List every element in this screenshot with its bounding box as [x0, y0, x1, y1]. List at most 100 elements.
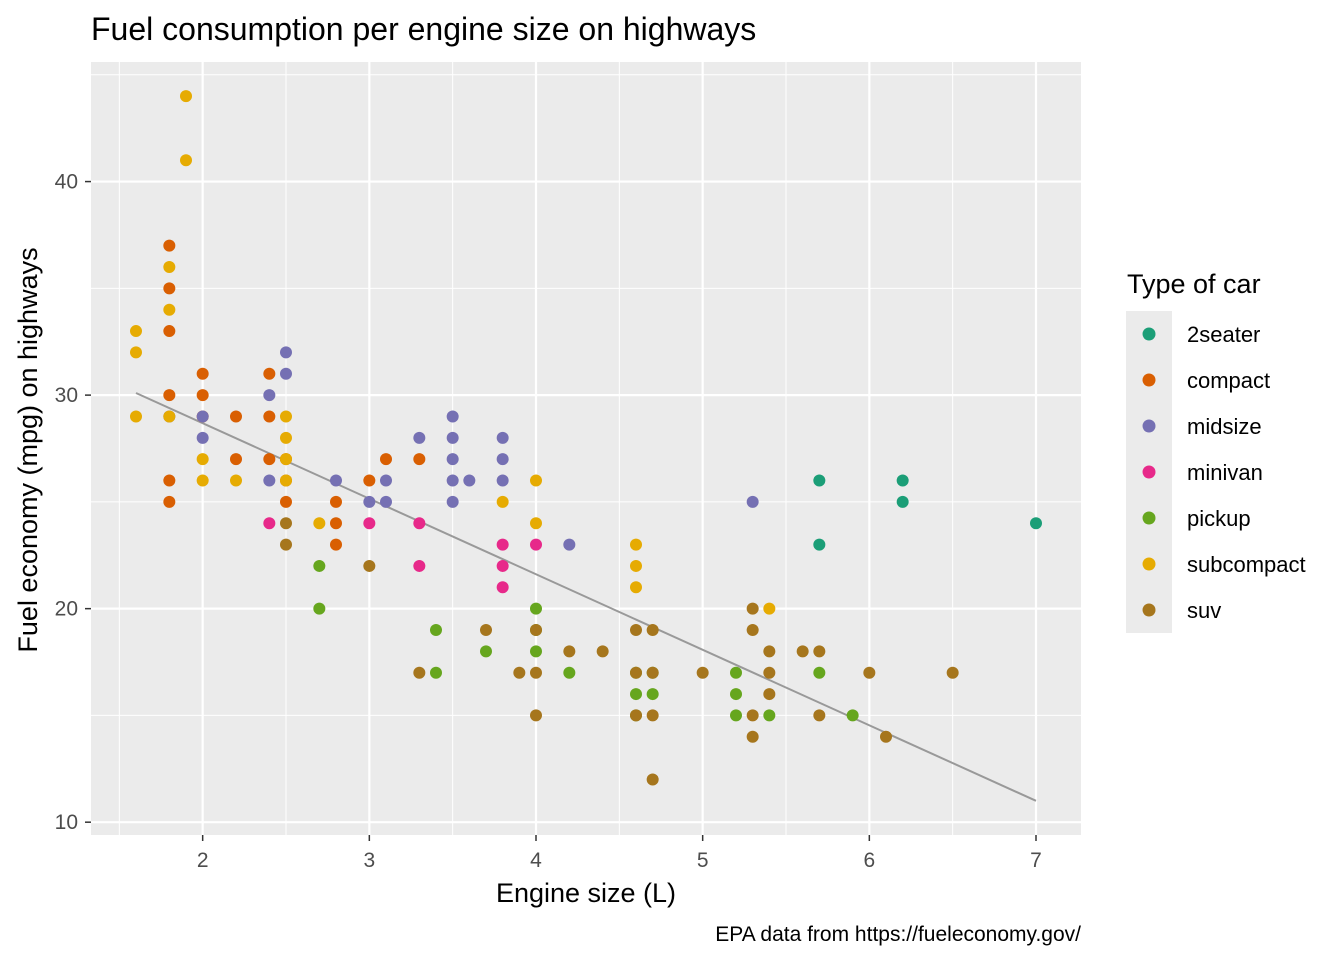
point-midsize [496, 453, 509, 466]
point-suv [413, 666, 426, 679]
point-compact [163, 239, 176, 252]
point-subcompact [530, 474, 542, 487]
point-compact [230, 453, 242, 466]
point-compact [380, 453, 392, 466]
point-minivan [413, 517, 426, 530]
point-subcompact [180, 90, 192, 103]
point-pickup [730, 688, 742, 701]
major-gridlines [91, 62, 1081, 835]
point-subcompact [496, 495, 509, 508]
point-suv [763, 688, 776, 701]
y-tick-label: 40 [55, 171, 78, 194]
legend-label: subcompact [1187, 552, 1306, 577]
point-compact [330, 517, 342, 530]
point-suv [763, 645, 776, 658]
y-tick-label: 20 [55, 598, 78, 621]
minor-gridlines [91, 62, 1081, 835]
chart-caption: EPA data from https://fueleconomy.gov/ [715, 923, 1081, 946]
point-pickup [763, 709, 776, 722]
point-2seater [896, 474, 909, 487]
legend-label: minivan [1187, 460, 1263, 485]
point-subcompact [313, 517, 326, 530]
point-suv [696, 666, 709, 679]
y-axis-label: Fuel economy (mpg) on highways [13, 247, 43, 652]
point-suv [946, 666, 959, 679]
point-suv [646, 709, 659, 722]
x-tick-label: 6 [863, 849, 875, 872]
legend-key-compact [1142, 373, 1156, 387]
point-compact [230, 410, 242, 423]
point-pickup [530, 602, 542, 615]
point-midsize [413, 431, 426, 444]
point-suv [530, 666, 542, 679]
point-minivan [496, 538, 509, 551]
x-tick-label: 4 [530, 849, 542, 872]
point-suv [480, 624, 492, 637]
point-suv [813, 645, 826, 658]
point-suv [280, 538, 292, 551]
point-subcompact [163, 410, 176, 423]
point-minivan [413, 559, 426, 572]
legend-key-2seater [1142, 327, 1156, 341]
plot-panel [91, 62, 1081, 835]
legend-label: 2seater [1187, 322, 1260, 347]
point-midsize [263, 474, 276, 487]
point-suv [646, 624, 659, 637]
point-compact [363, 474, 376, 487]
point-compact [163, 325, 176, 338]
point-midsize [363, 495, 376, 508]
x-tick-label: 2 [197, 849, 209, 872]
point-suv [746, 624, 759, 637]
point-suv [363, 559, 376, 572]
legend-items: 2seater compact midsize minivan pickup subcom… [1142, 322, 1306, 623]
point-suv [813, 709, 826, 722]
point-suv [530, 709, 542, 722]
point-compact [163, 282, 176, 295]
point-compact [163, 495, 176, 508]
legend: Type of car 2seater compact midsize minivan… [1126, 269, 1306, 633]
point-suv [863, 666, 876, 679]
x-axis: 2 3 4 5 6 7 [197, 835, 1042, 872]
point-midsize [446, 431, 459, 444]
point-subcompact [163, 260, 176, 273]
point-subcompact [530, 517, 542, 530]
point-suv [746, 602, 759, 615]
legend-key-subcompact [1142, 557, 1156, 571]
point-midsize [446, 410, 459, 423]
point-midsize [263, 389, 276, 402]
point-compact [163, 474, 176, 487]
point-pickup [813, 666, 826, 679]
point-subcompact [130, 346, 142, 359]
point-compact [330, 495, 342, 508]
point-suv [880, 730, 892, 743]
point-midsize [496, 474, 509, 487]
point-midsize [330, 474, 342, 487]
point-compact [263, 453, 276, 466]
point-midsize [280, 367, 292, 380]
point-subcompact [763, 602, 776, 615]
point-pickup [530, 645, 542, 658]
point-pickup [563, 666, 576, 679]
y-axis: 10 20 30 40 [55, 171, 91, 834]
point-2seater [813, 474, 826, 487]
point-minivan [496, 581, 509, 594]
point-pickup [430, 624, 442, 637]
point-subcompact [280, 474, 292, 487]
point-suv [630, 709, 642, 722]
point-compact [263, 367, 276, 380]
legend-title: Type of car [1127, 269, 1261, 299]
point-midsize [746, 495, 759, 508]
point-compact [196, 389, 209, 402]
point-midsize [563, 538, 576, 551]
point-subcompact [630, 581, 642, 594]
point-pickup [730, 666, 742, 679]
x-tick-label: 5 [697, 849, 709, 872]
x-tick-label: 7 [1030, 849, 1042, 872]
point-compact [280, 495, 292, 508]
point-suv [280, 517, 292, 530]
point-2seater [813, 538, 826, 551]
point-subcompact [196, 474, 209, 487]
point-midsize [496, 431, 509, 444]
point-midsize [446, 474, 459, 487]
